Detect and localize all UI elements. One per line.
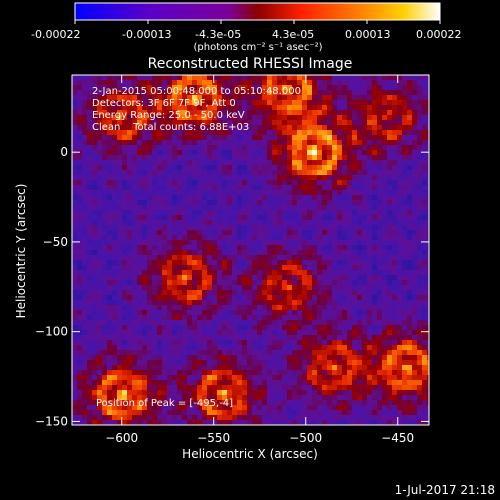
plot-frame xyxy=(71,74,430,426)
footer-timestamp: 1-Jul-2017 21:18 xyxy=(395,483,495,497)
colorbar-tick-label: 0.00022 xyxy=(416,28,462,41)
y-tick-label: −50 xyxy=(43,235,68,249)
y-tick-label: −150 xyxy=(35,414,68,428)
annotation-time-range: 2-Jan-2015 05:00:48.000 to 05:10:48.000 xyxy=(92,86,301,97)
annotation-detectors: Detectors: 3F 6F 7F 9F, Att 0 xyxy=(92,98,236,109)
colorbar-gradient xyxy=(74,2,441,21)
colorbar-tick-label: 4.3e-05 xyxy=(272,28,314,41)
heatmap-image xyxy=(72,75,429,425)
annotation-energy-range: Energy Range: 25.0 - 50.0 keV xyxy=(92,110,245,121)
colorbar-tick-label: -4.3e-05 xyxy=(195,28,241,41)
colorbar: -0.00022 -0.00013 -4.3e-05 4.3e-05 0.000… xyxy=(31,2,462,53)
colorbar-tick-label: 0.00013 xyxy=(345,28,391,41)
x-tick-label: −550 xyxy=(197,431,230,445)
colorbar-ticks xyxy=(74,20,441,24)
colorbar-units: (photons cm⁻² s⁻¹ asec⁻²) xyxy=(193,42,322,53)
y-tick-label: −100 xyxy=(35,325,68,339)
chart-title: Reconstructed RHESSI Image xyxy=(148,56,353,72)
y-axis-label: Heliocentric Y (arcsec) xyxy=(14,184,28,319)
annotation-method-counts: Clean Total counts: 6.88E+03 xyxy=(92,122,249,133)
annotation-peak-position: Position of Peak = [-495,-4] xyxy=(96,398,233,409)
x-tick-label: −450 xyxy=(381,431,414,445)
colorbar-tick-label: -0.00022 xyxy=(31,28,80,41)
x-tick-label: −500 xyxy=(289,431,322,445)
x-axis: −600 −550 −500 −450 xyxy=(105,75,414,445)
y-axis: 0 −50 −100 −150 xyxy=(35,145,429,428)
colorbar-tick-label: -0.00013 xyxy=(122,28,171,41)
y-tick-label: 0 xyxy=(60,145,68,159)
x-tick-label: −600 xyxy=(105,431,138,445)
x-axis-label: Heliocentric X (arcsec) xyxy=(182,447,318,461)
